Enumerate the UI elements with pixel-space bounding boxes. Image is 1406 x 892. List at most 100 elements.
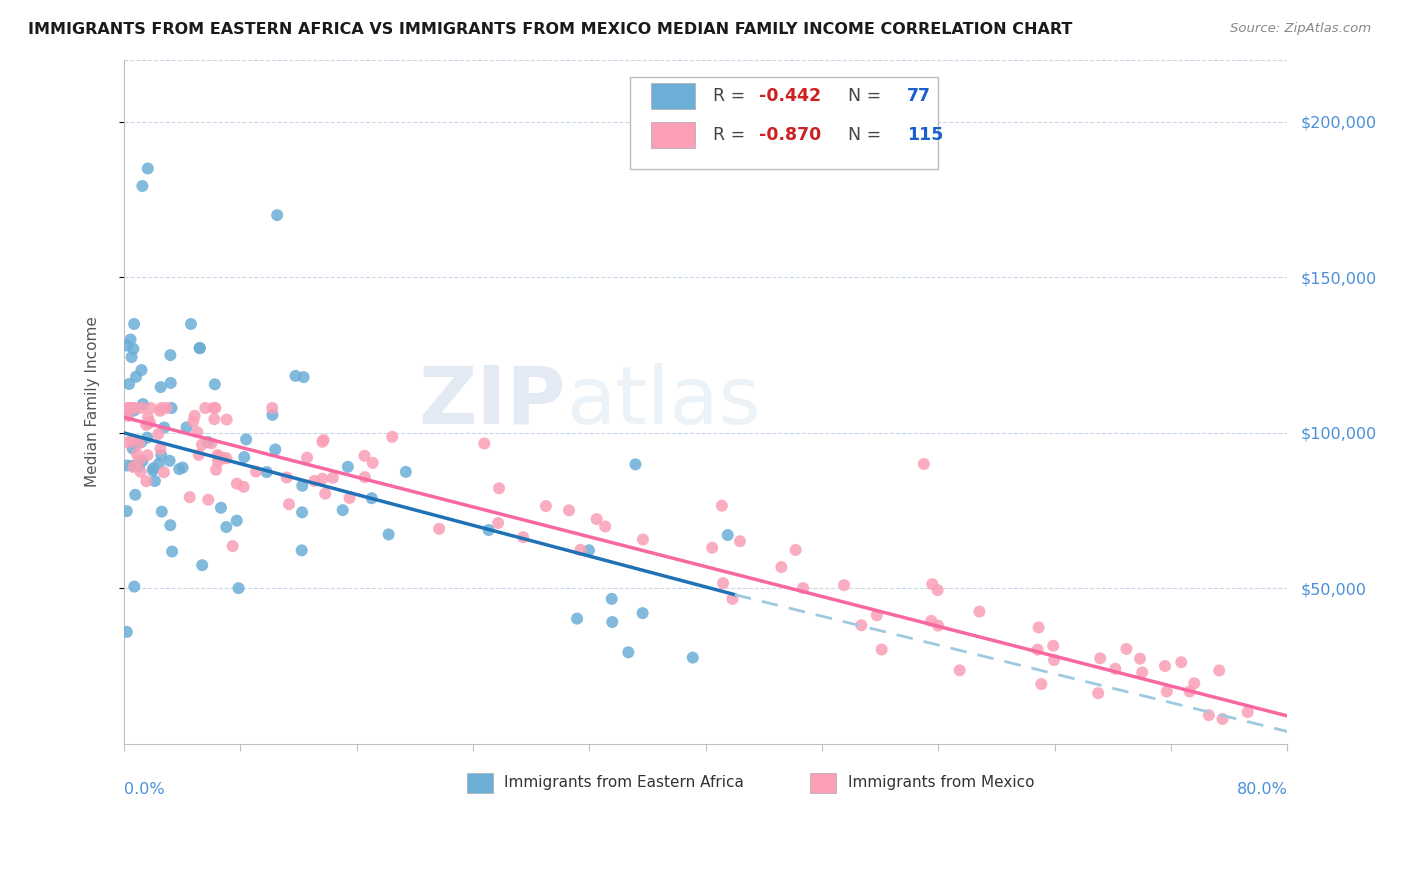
Point bbox=[600, 615, 623, 629]
Point bbox=[142, 463, 165, 477]
Point bbox=[262, 408, 284, 422]
Point bbox=[256, 465, 278, 479]
Point bbox=[132, 397, 155, 411]
Text: IMMIGRANTS FROM EASTERN AFRICA VS IMMIGRANTS FROM MEXICO MEDIAN FAMILY INCOME CO: IMMIGRANTS FROM EASTERN AFRICA VS IMMIGR… bbox=[28, 22, 1073, 37]
Point bbox=[1170, 655, 1192, 669]
Point bbox=[770, 560, 793, 574]
Point bbox=[128, 459, 150, 474]
Point bbox=[148, 457, 170, 471]
Point bbox=[149, 442, 172, 456]
Point bbox=[361, 456, 384, 470]
Point bbox=[1104, 662, 1126, 676]
FancyBboxPatch shape bbox=[630, 77, 938, 169]
Point bbox=[124, 488, 146, 502]
Text: 77: 77 bbox=[907, 87, 931, 105]
Point bbox=[336, 459, 359, 474]
Point bbox=[339, 491, 361, 505]
Point bbox=[1156, 684, 1178, 698]
Point bbox=[1043, 653, 1066, 667]
Point bbox=[159, 376, 181, 390]
Point bbox=[136, 417, 159, 431]
Text: N =: N = bbox=[837, 126, 887, 144]
Point bbox=[927, 618, 949, 632]
Point bbox=[150, 401, 173, 415]
Point bbox=[381, 430, 404, 444]
Text: 115: 115 bbox=[907, 126, 943, 144]
Point bbox=[205, 463, 228, 477]
Point bbox=[117, 408, 139, 422]
Text: Immigrants from Mexico: Immigrants from Mexico bbox=[848, 775, 1035, 790]
Point bbox=[710, 499, 733, 513]
Point bbox=[197, 492, 219, 507]
Point bbox=[920, 614, 942, 628]
Point bbox=[1129, 651, 1152, 665]
Point bbox=[284, 368, 307, 383]
Point bbox=[150, 505, 173, 519]
FancyBboxPatch shape bbox=[810, 772, 837, 793]
FancyBboxPatch shape bbox=[651, 122, 695, 148]
Point bbox=[565, 612, 588, 626]
Point bbox=[225, 476, 247, 491]
Point bbox=[128, 436, 150, 450]
Text: 0.0%: 0.0% bbox=[124, 781, 165, 797]
Point bbox=[311, 434, 333, 449]
Point bbox=[721, 591, 744, 606]
Point bbox=[191, 438, 214, 452]
Point bbox=[115, 458, 138, 473]
FancyBboxPatch shape bbox=[651, 83, 695, 109]
Point bbox=[585, 512, 607, 526]
Point bbox=[558, 503, 581, 517]
Point bbox=[183, 409, 205, 423]
Point bbox=[1236, 705, 1258, 719]
Text: R =: R = bbox=[713, 87, 751, 105]
Point bbox=[121, 350, 143, 364]
Point bbox=[232, 480, 254, 494]
Point bbox=[207, 455, 229, 469]
Point bbox=[115, 624, 138, 639]
Point bbox=[353, 449, 375, 463]
Point bbox=[143, 474, 166, 488]
Point bbox=[278, 497, 301, 511]
Text: N =: N = bbox=[837, 87, 887, 105]
Point bbox=[353, 470, 375, 484]
Point bbox=[215, 412, 238, 426]
Point bbox=[136, 431, 159, 445]
Point bbox=[191, 558, 214, 573]
Point bbox=[197, 435, 219, 450]
Point bbox=[969, 605, 991, 619]
Point bbox=[785, 543, 807, 558]
Point bbox=[172, 460, 194, 475]
Point bbox=[131, 179, 153, 194]
Text: atlas: atlas bbox=[567, 363, 761, 441]
Point bbox=[1182, 676, 1205, 690]
Point bbox=[136, 161, 159, 176]
Point bbox=[292, 370, 315, 384]
Point bbox=[159, 348, 181, 362]
Point bbox=[125, 369, 148, 384]
Point bbox=[136, 448, 159, 462]
Point bbox=[204, 401, 226, 415]
Point bbox=[395, 465, 418, 479]
Point bbox=[711, 576, 734, 591]
Point bbox=[1208, 664, 1230, 678]
Text: -0.442: -0.442 bbox=[759, 87, 821, 105]
Point bbox=[160, 401, 183, 415]
Point bbox=[728, 534, 751, 549]
Point bbox=[235, 433, 257, 447]
Point bbox=[135, 417, 157, 432]
Point bbox=[139, 401, 162, 415]
Point bbox=[215, 451, 238, 466]
Point bbox=[304, 474, 326, 488]
Point bbox=[122, 317, 145, 331]
Point bbox=[122, 460, 145, 475]
Point bbox=[135, 474, 157, 488]
Point bbox=[851, 618, 873, 632]
Point bbox=[600, 591, 623, 606]
Point bbox=[322, 471, 344, 485]
Point bbox=[332, 503, 354, 517]
Point bbox=[211, 450, 233, 465]
Point bbox=[360, 491, 382, 506]
Point bbox=[792, 581, 814, 595]
Text: -0.870: -0.870 bbox=[759, 126, 821, 144]
Point bbox=[202, 412, 225, 426]
